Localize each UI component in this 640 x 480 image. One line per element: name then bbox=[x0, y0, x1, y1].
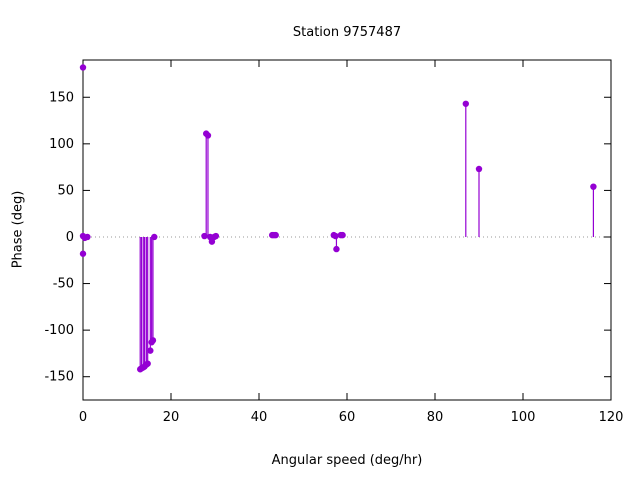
y-tick-label: -100 bbox=[44, 323, 74, 338]
x-tick-label: 80 bbox=[427, 410, 444, 425]
y-axis-label: Phase (deg) bbox=[10, 190, 26, 269]
data-point bbox=[590, 183, 597, 190]
data-point bbox=[84, 233, 91, 241]
data-point bbox=[201, 232, 208, 240]
data-point bbox=[475, 165, 483, 173]
x-tick-label: 60 bbox=[339, 410, 356, 425]
data-point bbox=[204, 132, 212, 139]
x-tick-label: 20 bbox=[163, 410, 180, 425]
data-point bbox=[332, 232, 339, 240]
plot-border bbox=[82, 59, 612, 401]
x-axis-label: Angular speed (deg/hr) bbox=[271, 453, 423, 468]
data-point bbox=[79, 64, 87, 71]
y-tick-label: -50 bbox=[53, 277, 74, 292]
data-point bbox=[144, 360, 151, 367]
y-tick-label: 50 bbox=[57, 183, 74, 198]
data-points bbox=[79, 64, 597, 373]
data-point bbox=[212, 232, 220, 240]
data-point bbox=[149, 337, 157, 344]
data-point bbox=[272, 231, 279, 239]
x-tick-label: 100 bbox=[511, 410, 536, 425]
data-point bbox=[79, 250, 87, 257]
x-tick-label: 120 bbox=[599, 410, 624, 425]
data-point bbox=[147, 347, 154, 354]
axis-ticks: 0 20 40 60 80 100 120 -150 -100 -50 0 50 100 150 bbox=[44, 60, 623, 425]
y-tick-label: 150 bbox=[49, 90, 74, 105]
data-point bbox=[462, 100, 469, 107]
data-point bbox=[151, 233, 158, 241]
data-point bbox=[339, 231, 346, 239]
data-point bbox=[333, 245, 340, 253]
y-tick-label: -150 bbox=[44, 370, 74, 385]
y-tick-label: 0 bbox=[66, 230, 74, 245]
y-tick-label: 100 bbox=[49, 137, 74, 152]
x-tick-label: 0 bbox=[79, 410, 87, 425]
chart-title: Station 9757487 bbox=[292, 25, 402, 40]
x-tick-label: 40 bbox=[251, 410, 268, 425]
